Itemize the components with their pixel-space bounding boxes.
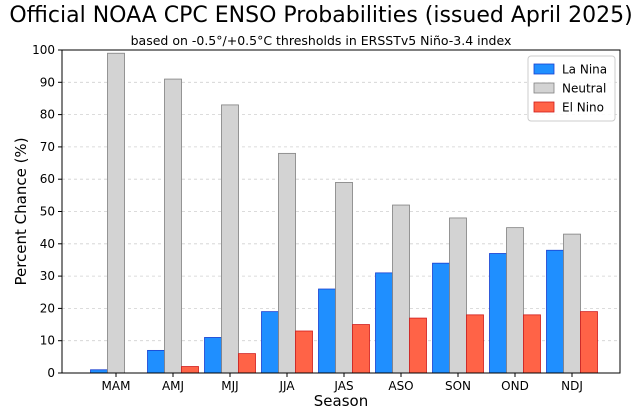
bar-la-nina bbox=[489, 253, 507, 374]
y-tick-label: 20 bbox=[40, 301, 55, 315]
bar-neutral bbox=[107, 52, 125, 374]
x-tick-label: NDJ bbox=[561, 379, 583, 393]
legend-label-el-nino: El Nino bbox=[562, 101, 604, 115]
y-tick-label: 30 bbox=[40, 269, 55, 283]
y-axis-label: Percent Chance (%) bbox=[12, 137, 30, 285]
x-tick-label: JJA bbox=[278, 379, 295, 393]
y-tick-label: 50 bbox=[40, 205, 55, 219]
bars bbox=[90, 52, 598, 374]
bar-el-nino bbox=[295, 330, 313, 374]
legend-label-neutral: Neutral bbox=[562, 82, 606, 96]
legend-label-la-nina: La Nina bbox=[562, 63, 607, 77]
y-tick-label: 70 bbox=[40, 140, 55, 154]
bar-el-nino bbox=[352, 324, 370, 374]
x-tick-label: OND bbox=[501, 379, 529, 393]
x-tick-label: MAM bbox=[102, 379, 131, 393]
legend-swatch-el-nino bbox=[533, 101, 555, 113]
chart-subtitle: based on -0.5°/+0.5°C thresholds in ERSS… bbox=[130, 33, 512, 48]
x-tick-label: AMJ bbox=[162, 379, 184, 393]
x-tick-label: JAS bbox=[333, 379, 353, 393]
bar-neutral bbox=[164, 78, 182, 374]
bar-el-nino bbox=[466, 314, 484, 374]
bar-neutral bbox=[278, 152, 296, 374]
bar-el-nino bbox=[238, 353, 256, 374]
legend: La Nina Neutral El Nino bbox=[527, 55, 616, 122]
bar-neutral bbox=[506, 227, 524, 374]
bar-la-nina bbox=[546, 249, 564, 374]
bar-neutral bbox=[392, 204, 410, 374]
y-tick-label: 100 bbox=[32, 43, 55, 57]
bar-la-nina bbox=[147, 349, 165, 374]
y-tick-label: 90 bbox=[40, 75, 55, 89]
bar-neutral bbox=[221, 104, 239, 374]
bar-la-nina bbox=[204, 337, 222, 374]
legend-swatch-la-nina bbox=[533, 63, 555, 75]
bar-el-nino bbox=[409, 317, 427, 374]
y-tick-label: 10 bbox=[40, 334, 55, 348]
bar-la-nina bbox=[318, 288, 336, 374]
legend-swatch-neutral bbox=[533, 82, 555, 94]
bar-la-nina bbox=[375, 272, 393, 374]
axis-ticks: 0 10 20 30 40 50 60 70 80 90 100 MAM AMJ MJJ JJA JAS ASO… bbox=[32, 43, 583, 393]
bar-neutral bbox=[335, 182, 353, 374]
x-tick-label: SON bbox=[445, 379, 471, 393]
y-tick-label: 60 bbox=[40, 172, 55, 186]
bar-la-nina bbox=[432, 262, 450, 374]
chart-title: Official NOAA CPC ENSO Probabilities (is… bbox=[9, 3, 633, 28]
x-tick-label: ASO bbox=[388, 379, 413, 393]
bar-neutral bbox=[563, 233, 581, 374]
bar-el-nino bbox=[580, 311, 598, 374]
bar-neutral bbox=[449, 217, 467, 374]
y-tick-label: 0 bbox=[47, 366, 55, 380]
y-tick-label: 40 bbox=[40, 237, 55, 251]
x-tick-label: MJJ bbox=[221, 379, 238, 393]
bar-el-nino bbox=[181, 366, 199, 374]
y-tick-label: 80 bbox=[40, 108, 55, 122]
x-axis-label: Season bbox=[314, 392, 368, 410]
bar-la-nina bbox=[261, 311, 279, 374]
bar-el-nino bbox=[523, 314, 541, 374]
